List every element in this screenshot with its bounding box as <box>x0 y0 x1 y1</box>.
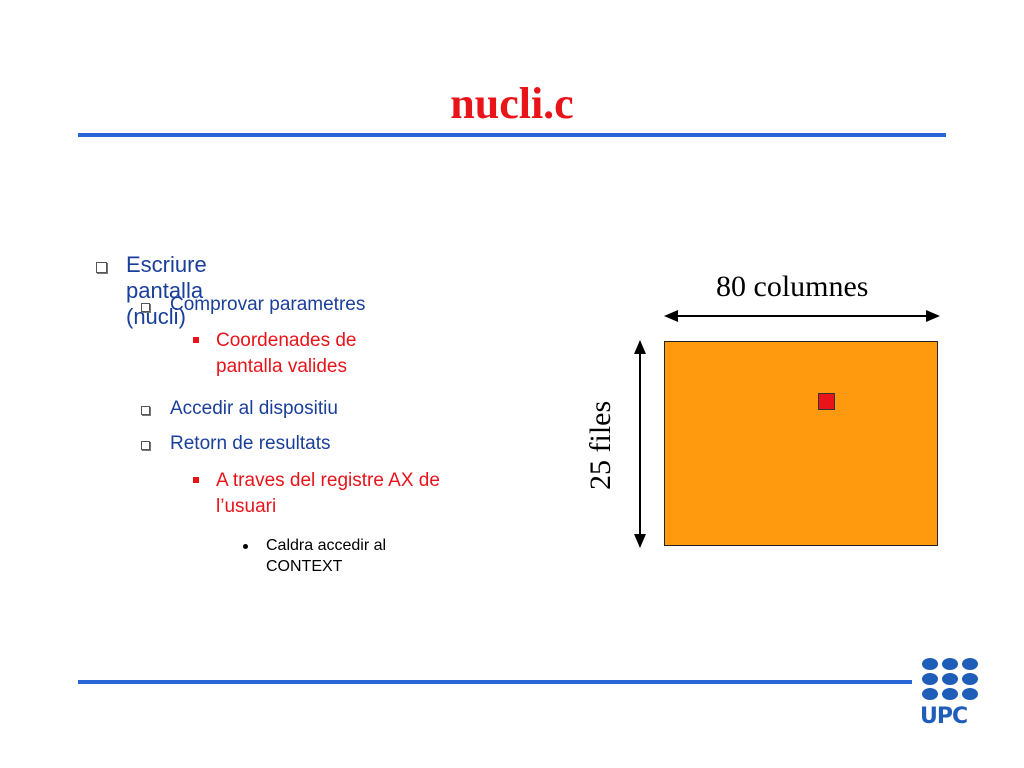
bullet-accedir-dispositiu: Accedir al dispositiu <box>170 398 338 419</box>
hollow-square-bullet-icon <box>141 303 150 312</box>
bullet-coordenades-valides: Coordenades de pantalla valides <box>216 330 357 377</box>
bullet-caldra-context: Caldra accedir al CONTEXT <box>266 537 387 575</box>
round-bullet-icon <box>243 544 248 549</box>
hollow-square-bullet-icon <box>141 441 150 450</box>
width-arrow <box>664 310 940 322</box>
filled-square-bullet-icon <box>193 477 199 483</box>
top-divider <box>78 133 946 137</box>
filled-square-bullet-icon <box>193 337 199 343</box>
bullet-escriure-pantalla: Escriure pantalla (nucli) <box>126 252 207 329</box>
columns-label: 80 columnes <box>716 270 869 303</box>
upc-logo-text: UPC <box>920 704 968 729</box>
bullet-registre-ax: A traves del registre AX de l’usuari <box>216 470 440 517</box>
height-arrow <box>634 340 646 548</box>
bottom-divider <box>78 680 912 684</box>
slide-title: nucli.c <box>450 79 574 128</box>
character-cell-marker <box>818 393 835 410</box>
screen-rectangle <box>664 341 938 546</box>
hollow-square-bullet-icon <box>141 406 150 415</box>
bullet-retorn-resultats: Retorn de resultats <box>170 433 331 454</box>
bullet-comprovar-parametres: Comprovar parametres <box>170 294 366 315</box>
hollow-square-bullet-icon <box>96 262 107 273</box>
upc-logo: UPC <box>920 656 982 729</box>
